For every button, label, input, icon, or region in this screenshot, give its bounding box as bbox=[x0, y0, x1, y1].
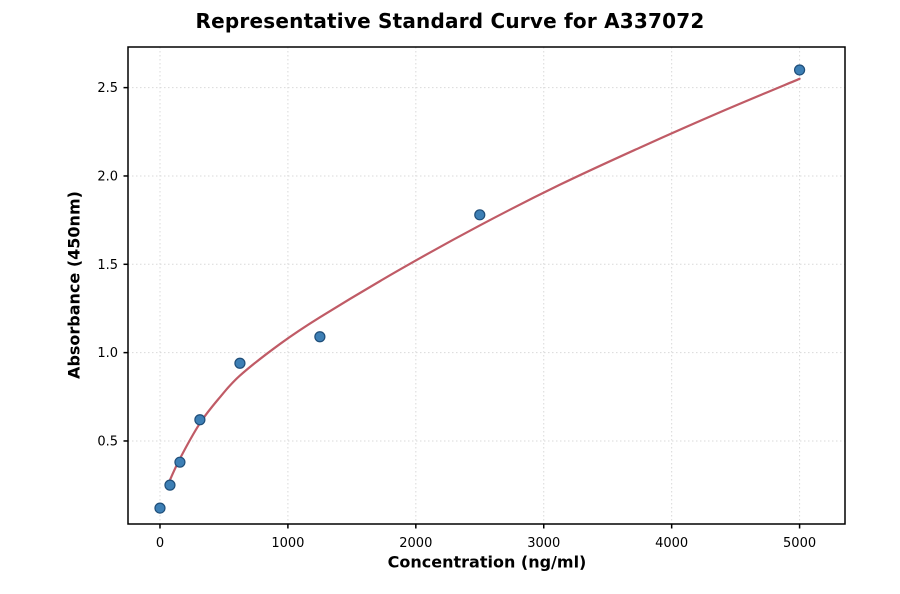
x-tick-label: 4000 bbox=[655, 536, 688, 551]
data-point bbox=[154, 502, 166, 514]
x-tick-label: 0 bbox=[156, 536, 164, 551]
y-tick-label: 1.5 bbox=[97, 258, 118, 273]
chart-title: Representative Standard Curve for A33707… bbox=[195, 9, 705, 33]
y-tick-label: 2.0 bbox=[97, 169, 118, 184]
data-point bbox=[194, 414, 206, 426]
data-point bbox=[174, 456, 186, 468]
y-tick-label: 1.0 bbox=[97, 346, 118, 361]
x-tick-label: 1000 bbox=[271, 536, 304, 551]
x-axis-label: Concentration (ng/ml) bbox=[387, 552, 587, 572]
plot-border bbox=[127, 46, 846, 525]
data-point bbox=[474, 209, 486, 221]
x-tick-label: 3000 bbox=[527, 536, 560, 551]
y-tick-label: 0.5 bbox=[97, 434, 118, 449]
data-point bbox=[164, 479, 176, 491]
data-point bbox=[314, 331, 326, 343]
fit-curve bbox=[166, 77, 801, 487]
x-tick-label: 5000 bbox=[783, 536, 816, 551]
data-point bbox=[234, 357, 246, 369]
x-tick-label: 2000 bbox=[399, 536, 432, 551]
data-point bbox=[793, 64, 806, 76]
y-tick-label: 2.5 bbox=[97, 81, 118, 96]
